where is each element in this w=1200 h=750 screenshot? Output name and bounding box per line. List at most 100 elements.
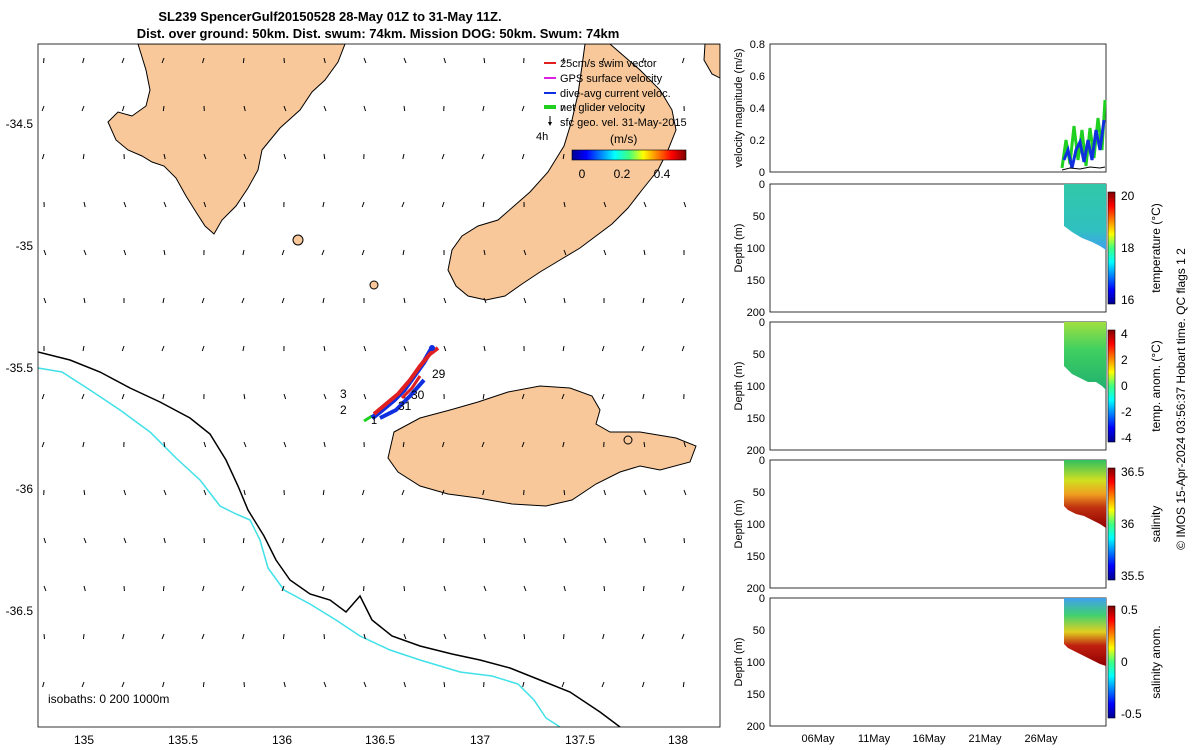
sfc-vector	[282, 633, 285, 640]
sfc-vector	[603, 537, 607, 544]
sfc-vector	[321, 249, 325, 256]
sfc-vector	[443, 585, 446, 592]
sfc-vector	[681, 633, 685, 640]
sfc-vector	[682, 681, 685, 688]
panel-temperature	[769, 183, 1107, 313]
panel-axes: 0 0.2 0.4 0.6 0.8 velocity magnitude (m/s) 0 50…	[733, 39, 1163, 733]
panel-y-tick: 100	[747, 243, 765, 255]
sfc-vector	[643, 537, 646, 544]
panel-colorbar-label: salinity anom.	[1149, 625, 1163, 698]
panel-y-tick: 100	[747, 657, 765, 669]
time-tick: 06May	[801, 733, 835, 745]
sfc-vector	[283, 441, 287, 448]
sfc-vector	[363, 345, 367, 352]
speed-colorbar-tick: 0.4	[654, 167, 671, 181]
sfc-vector	[523, 249, 527, 256]
sfc-vector	[82, 633, 85, 640]
sfc-vector	[162, 681, 165, 688]
sfc-vector	[121, 105, 125, 112]
isobaths-label: isobaths: 0 200 1000m	[48, 692, 169, 706]
island	[292, 234, 304, 246]
speed-colorbar-tick: 0.2	[614, 167, 631, 181]
sfc-vector	[443, 345, 447, 352]
map-x-tick: 137	[470, 733, 490, 747]
map-y-tick: -35	[16, 239, 34, 253]
sfc-vector	[363, 105, 367, 112]
sfc-vector	[241, 585, 245, 592]
panel-y-tick: 150	[747, 551, 765, 563]
sfc-vector	[83, 537, 87, 544]
sfc-vector	[41, 153, 45, 160]
sfc-vector	[121, 57, 125, 64]
sfc-vector	[521, 153, 525, 160]
panel-y-tick: 200	[747, 445, 765, 457]
sfc-vector	[243, 393, 246, 400]
panel-colorbar-tick: 36	[1121, 517, 1135, 531]
panel-y-tick: 0.4	[750, 103, 765, 115]
sfc-vector	[601, 393, 605, 400]
sfc-vector	[482, 105, 485, 112]
sfc-vector	[602, 633, 605, 640]
sfc-vector	[682, 585, 685, 592]
sfc-vector	[481, 441, 485, 448]
sfc-vector	[323, 57, 326, 64]
map-y-tick: -34.5	[6, 117, 34, 131]
island	[623, 435, 633, 445]
sfc-vector	[403, 633, 407, 640]
panel-y-tick: 0	[759, 455, 765, 467]
map-x-tick: 138	[668, 733, 688, 747]
sfc-vector	[641, 57, 645, 64]
sfc-vector	[403, 105, 406, 112]
sfc-vector	[563, 585, 566, 592]
sfc-vector	[83, 489, 86, 496]
sfc-vector	[441, 489, 445, 496]
panel-colorbar-tick: 4	[1121, 327, 1128, 341]
legend-gps-velocity: GPS surface velocity	[560, 73, 663, 85]
sfc-vector	[163, 153, 166, 160]
sfc-vector	[483, 633, 486, 640]
panel-y-tick: 150	[747, 413, 765, 425]
panel-y-tick: 0.8	[750, 39, 765, 51]
sfc-vector	[521, 441, 525, 448]
land-eyre-peninsula	[107, 44, 346, 235]
panel-y-tick: 0	[759, 179, 765, 191]
panel-colorbar-label: temperature (°C)	[1149, 203, 1163, 293]
panel-colorbar-label: salinity	[1149, 506, 1163, 543]
panel-y-label: Depth (m)	[733, 224, 745, 273]
sfc-vector	[603, 201, 607, 208]
panel-y-tick: 50	[753, 487, 765, 499]
panel-y-tick: 0	[759, 593, 765, 605]
speed-colorbar-bar	[571, 149, 687, 161]
title-line1: SL239 SpencerGulf20150528 28-May 01Z to …	[158, 9, 501, 24]
sfc-vector	[82, 441, 85, 448]
panel-colorbar-tick: 0	[1121, 379, 1128, 393]
sfc-vector	[363, 57, 367, 64]
panel-colorbar-tick: 0.5	[1121, 603, 1138, 617]
sfc-vector	[601, 105, 605, 112]
sfc-vector	[203, 153, 207, 160]
sfc-vector	[81, 393, 85, 400]
sfc-vector	[683, 441, 687, 448]
sfc-vector	[521, 393, 525, 400]
sfc-vector	[402, 441, 405, 448]
sfc-vector	[81, 681, 85, 688]
sfc-vector	[561, 105, 565, 112]
sfc-vector	[82, 153, 85, 160]
sfc-vector	[401, 489, 405, 496]
sfc-vector	[563, 201, 566, 208]
legend-dive-avg: dive-avg current veloc.	[560, 88, 671, 100]
sfc-vector	[162, 105, 165, 112]
sfc-vector	[323, 441, 326, 448]
sfc-vector	[443, 633, 447, 640]
sfc-vector	[562, 441, 565, 448]
sfc-vector	[561, 393, 565, 400]
title-line2: Dist. over ground: 50km. Dist. swum: 74k…	[137, 26, 620, 41]
sfc-vector	[643, 249, 646, 256]
sfc-vector	[563, 537, 567, 544]
sfc-vector	[203, 201, 207, 208]
sfc-vector	[283, 105, 287, 112]
sfc-vector	[361, 249, 365, 256]
panel-y-tick: 50	[753, 211, 765, 223]
sfc-vector	[361, 201, 365, 208]
sfc-vector	[403, 681, 406, 688]
